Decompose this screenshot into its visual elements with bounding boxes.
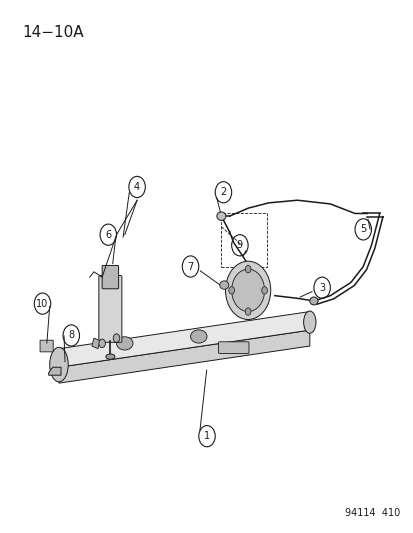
Circle shape [225,261,270,319]
Ellipse shape [116,337,133,350]
Text: 2: 2 [220,187,226,197]
Polygon shape [49,367,61,375]
Ellipse shape [219,281,228,289]
Text: 5: 5 [359,224,366,235]
Text: 14−10A: 14−10A [22,25,83,41]
Circle shape [231,269,264,312]
Circle shape [99,339,105,348]
Text: 94114  410: 94114 410 [344,508,399,519]
Circle shape [244,308,250,316]
Ellipse shape [50,348,68,382]
Text: 8: 8 [68,330,74,341]
FancyBboxPatch shape [40,340,53,352]
Circle shape [261,287,267,294]
Text: 9: 9 [236,240,242,251]
Text: 7: 7 [187,262,193,271]
Ellipse shape [190,330,206,343]
FancyBboxPatch shape [102,265,118,289]
Text: 6: 6 [105,230,111,240]
Polygon shape [59,312,309,367]
Text: 4: 4 [134,182,140,192]
Text: 3: 3 [318,282,325,293]
Text: 1: 1 [204,431,209,441]
Ellipse shape [309,297,317,305]
Circle shape [228,287,234,294]
Circle shape [244,265,250,273]
Polygon shape [59,330,309,383]
Ellipse shape [216,212,225,220]
Ellipse shape [106,354,115,359]
FancyBboxPatch shape [99,276,121,342]
Polygon shape [92,338,100,349]
Text: 10: 10 [36,298,48,309]
FancyBboxPatch shape [218,342,248,353]
Circle shape [113,334,119,342]
Ellipse shape [303,311,315,333]
